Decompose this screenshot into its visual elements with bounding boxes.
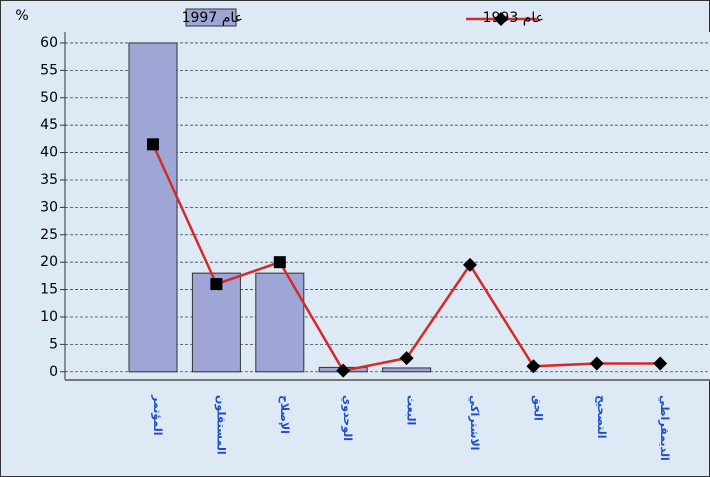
bar	[255, 272, 305, 373]
x-tick-label: الحق	[531, 395, 544, 421]
x-tick-label: الإصلاح	[278, 395, 291, 434]
x-tick-label: الوحدوي	[341, 395, 354, 441]
x-tick-label: البعث	[405, 395, 418, 425]
marker	[399, 351, 414, 366]
x-tick-label: التصحيح	[595, 395, 608, 439]
y-tick-label: 60	[40, 35, 58, 51]
legend-marker	[494, 12, 508, 26]
y-tick-label: 5	[49, 336, 58, 352]
y-tick-label: 50	[40, 90, 58, 106]
y-tick-label: 10	[40, 309, 58, 325]
y-tick-label: 20	[40, 254, 58, 270]
marker	[526, 359, 541, 374]
y-tick-label: 40	[40, 145, 58, 161]
x-tick-label: المؤتمر	[151, 394, 164, 436]
x-tick-label: المستقلون	[214, 395, 227, 455]
y-tick-label: 35	[40, 172, 58, 188]
marker	[653, 356, 668, 371]
y-axis-label: %	[15, 8, 28, 24]
y-tick-label: 55	[40, 62, 58, 78]
y-tick-label: 15	[40, 282, 58, 298]
y-tick-label: 25	[40, 227, 58, 243]
legend-label: عام 1997	[182, 10, 243, 26]
marker	[463, 257, 477, 272]
x-tick-label: الديمقراطي	[658, 395, 671, 461]
x-tick-label: الاشتراكي	[468, 395, 481, 450]
y-tick-label: 30	[40, 199, 58, 215]
legend-label: عام 1993	[483, 10, 544, 26]
legend-swatch	[185, 8, 237, 27]
y-tick-label: 0	[49, 364, 58, 380]
marker	[589, 356, 604, 371]
marker	[273, 256, 286, 269]
y-tick-label: 45	[40, 117, 58, 133]
bar	[128, 42, 178, 373]
marker	[147, 138, 159, 151]
marker	[336, 363, 351, 378]
marker	[210, 278, 223, 291]
bar	[382, 367, 432, 373]
